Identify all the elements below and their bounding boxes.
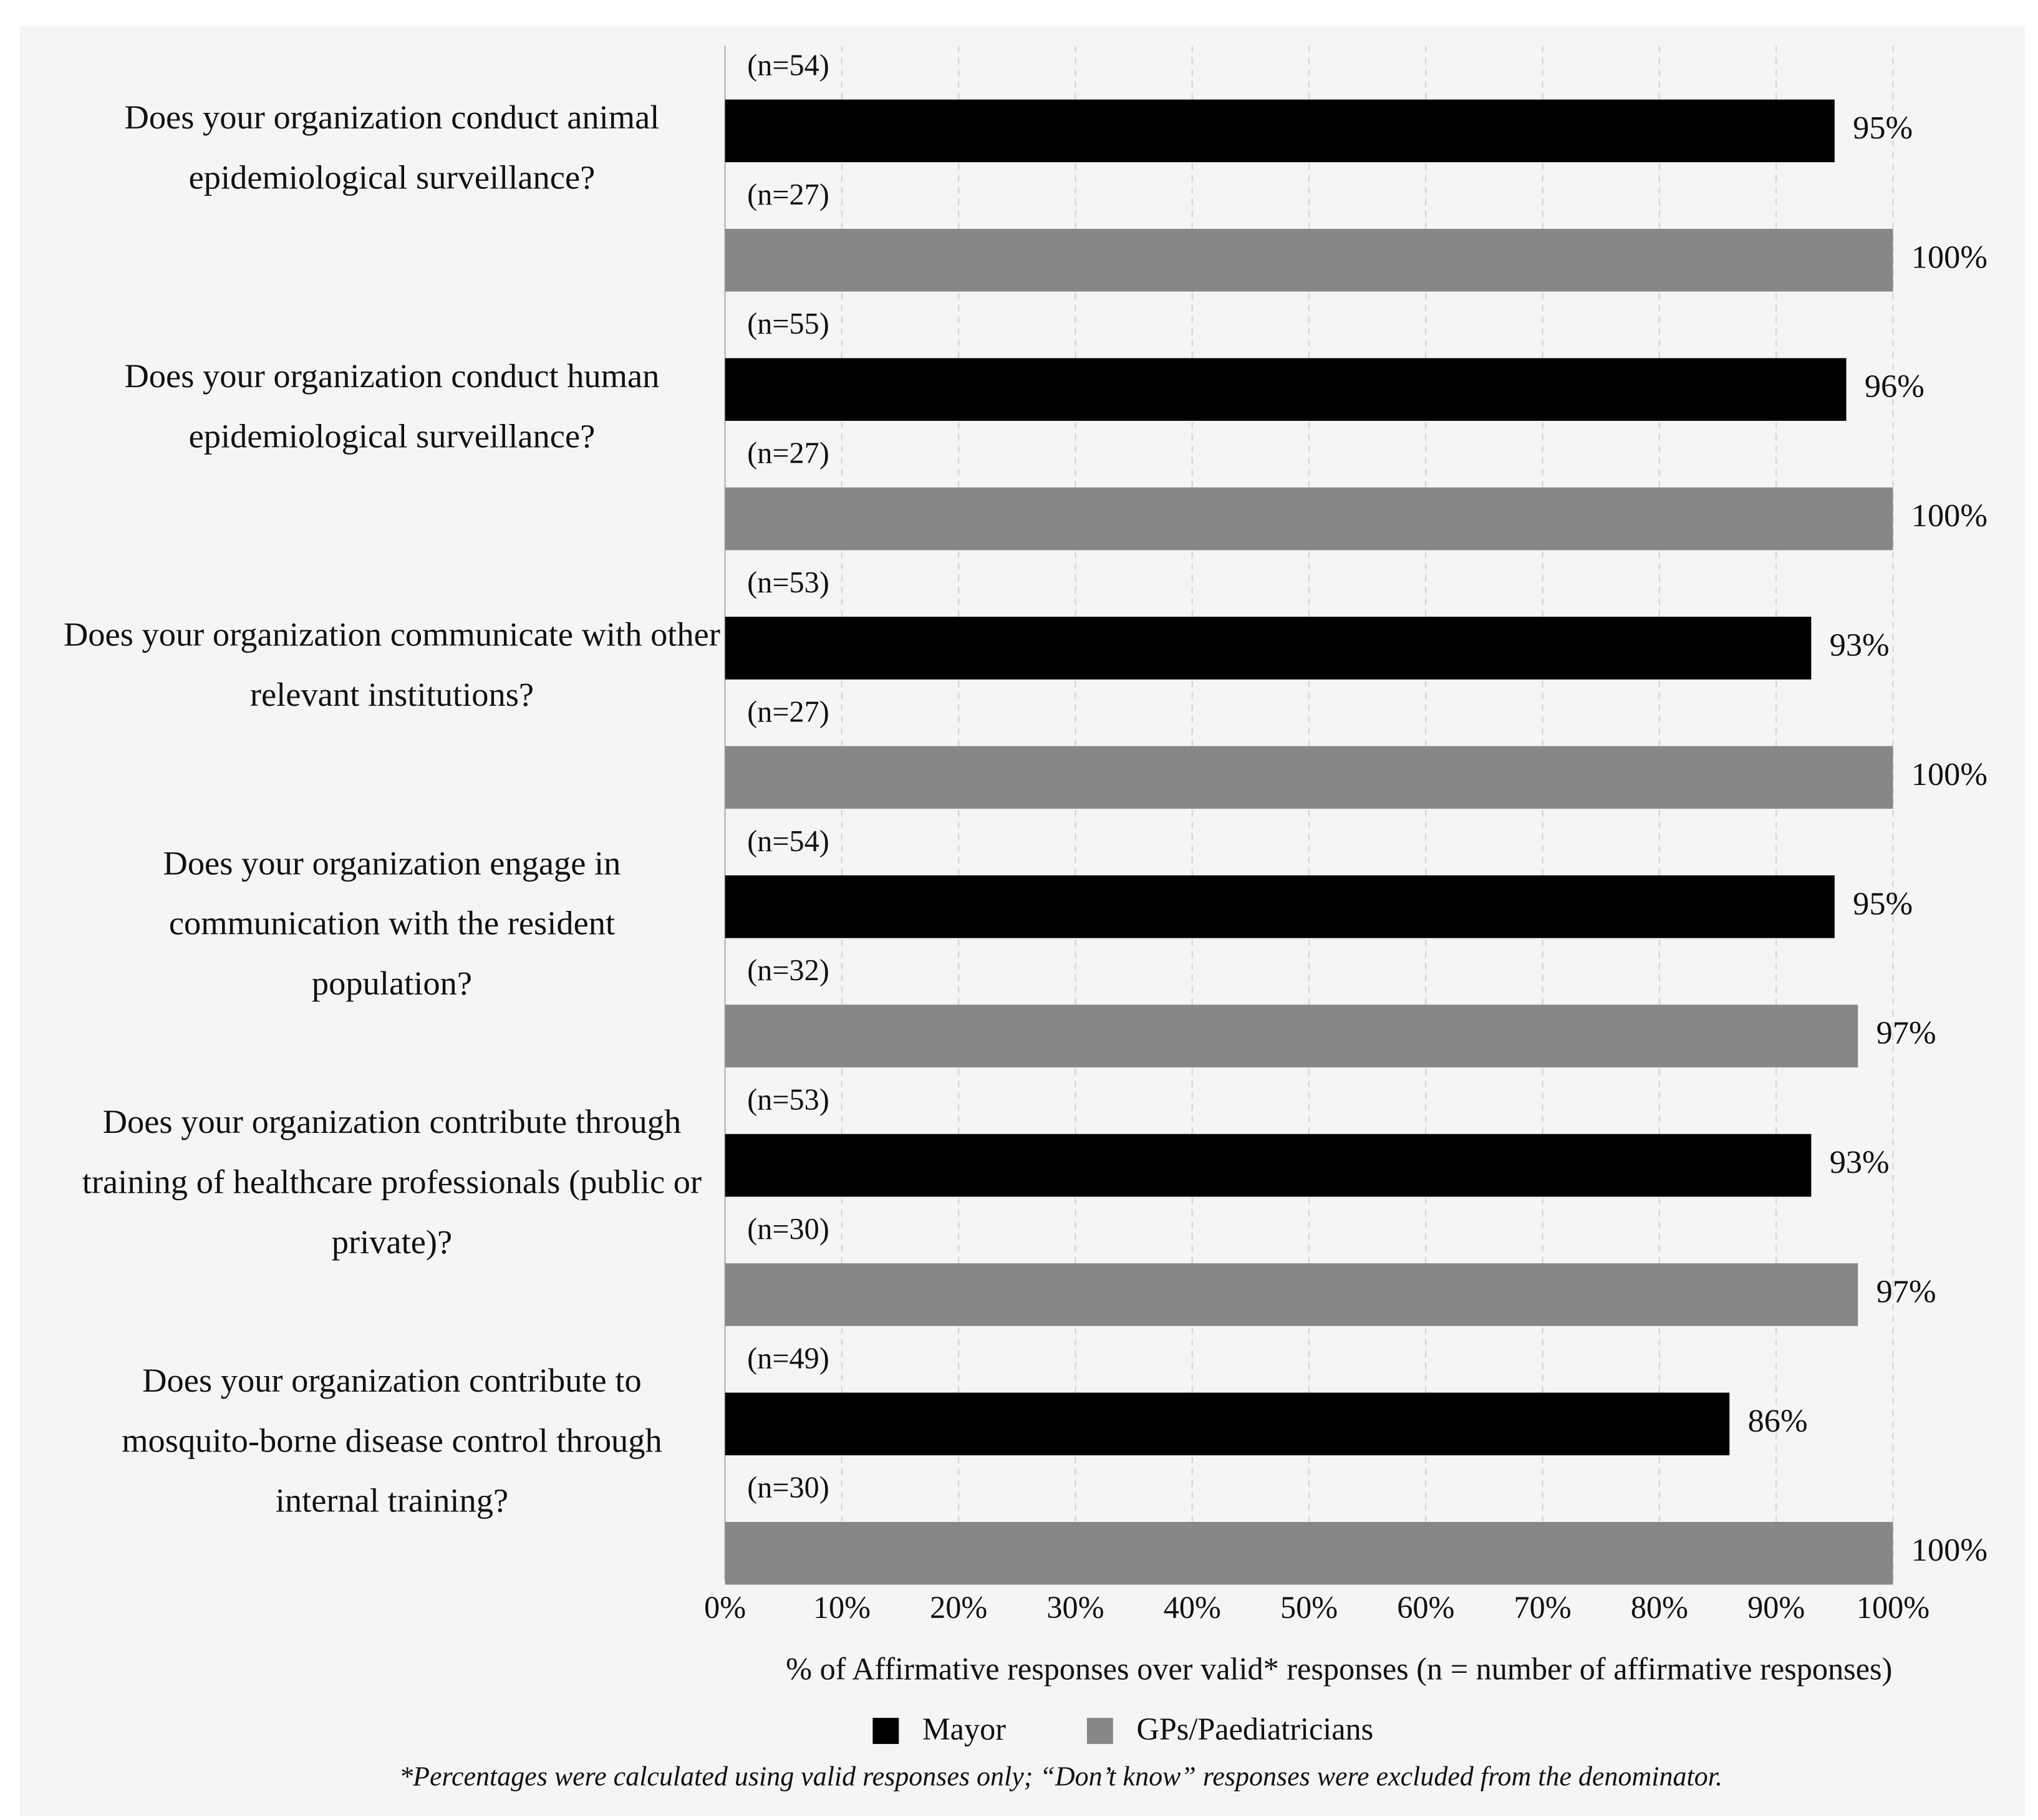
n-label: (n=27) [747, 178, 829, 211]
category-line: Does your organization engage in [163, 844, 621, 882]
n-label: (n=27) [747, 695, 829, 728]
value-label: 97% [1876, 1015, 1936, 1051]
category-line: training of healthcare professionals (pu… [82, 1162, 702, 1200]
x-tick-label: 20% [930, 1590, 987, 1625]
value-label: 100% [1911, 1532, 1987, 1568]
category-label: Does your organization engage in communic… [163, 844, 621, 1002]
bar [725, 229, 1893, 292]
value-label: 97% [1876, 1273, 1936, 1309]
value-label: 100% [1911, 756, 1987, 792]
n-label: (n=49) [747, 1342, 829, 1375]
category-line: internal training? [276, 1481, 508, 1519]
x-tick-label: 40% [1164, 1590, 1221, 1625]
bar [725, 358, 1847, 421]
x-tick-label: 100% [1857, 1590, 1929, 1625]
bar [725, 746, 1893, 809]
bar [725, 617, 1812, 680]
category-label: Does your organization conduct animal epi… [125, 98, 660, 196]
bar [725, 487, 1893, 551]
x-tick-label: 10% [813, 1590, 871, 1625]
category-label: Does your organization contribute throug… [82, 1102, 702, 1261]
bar [725, 99, 1835, 163]
n-label: (n=54) [747, 825, 829, 858]
x-axis-label: % of Affirmative responses over valid* r… [786, 1651, 1892, 1686]
bar [725, 1263, 1858, 1326]
bar [725, 1521, 1893, 1585]
category-line: communication with the resident [169, 903, 615, 941]
category-line: relevant institutions? [250, 675, 534, 713]
n-label: (n=53) [747, 566, 829, 599]
category-line: private)? [332, 1222, 452, 1260]
value-label: 100% [1911, 498, 1987, 534]
n-label: (n=54) [747, 49, 829, 82]
n-label: (n=27) [747, 437, 829, 470]
legend-label: Mayor [922, 1712, 1006, 1746]
category-label: Does your organization contribute to mosq… [122, 1360, 662, 1519]
legend-label: GPs/Paediatricians [1137, 1712, 1374, 1746]
value-label: 95% [1853, 885, 1913, 922]
value-label: 95% [1853, 110, 1913, 146]
n-label: (n=30) [747, 1213, 829, 1246]
category-label: Does your organization communicate with … [64, 615, 720, 713]
x-tick-label: 90% [1747, 1590, 1805, 1625]
category-label: Does your organization conduct human epid… [124, 356, 659, 454]
value-label: 100% [1911, 239, 1987, 275]
x-tick-label: 80% [1631, 1590, 1688, 1625]
category-line: mosquito-borne disease control through [122, 1421, 662, 1459]
value-label: 96% [1865, 368, 1925, 405]
x-tick-label: 30% [1046, 1590, 1104, 1625]
category-line: epidemiological surveillance? [189, 158, 596, 196]
category-line: Does your organization conduct human [124, 356, 659, 394]
category-line: Does your organization contribute throug… [103, 1102, 682, 1140]
category-line: population? [312, 964, 472, 1002]
footnote: *Percentages were calculated using valid… [399, 1761, 1722, 1792]
x-tick-label: 60% [1397, 1590, 1454, 1625]
n-label: (n=55) [747, 307, 829, 340]
x-tick-label: 0% [704, 1590, 746, 1625]
bar [725, 875, 1835, 938]
n-label: (n=30) [747, 1471, 829, 1505]
category-line: Does your organization communicate with … [64, 615, 720, 653]
bar [725, 1004, 1858, 1067]
legend-swatch [872, 1718, 899, 1745]
x-tick-label: 70% [1514, 1590, 1572, 1625]
value-label: 93% [1830, 1144, 1890, 1180]
category-line: Does your organization contribute to [142, 1360, 641, 1399]
x-tick-label: 50% [1280, 1590, 1338, 1625]
n-label: (n=53) [747, 1084, 829, 1117]
bar [725, 1392, 1730, 1456]
bar [725, 1134, 1812, 1197]
n-label: (n=32) [747, 954, 829, 987]
legend-swatch [1086, 1718, 1113, 1745]
value-label: 93% [1830, 627, 1890, 663]
category-line: Does your organization conduct animal [125, 98, 660, 136]
category-line: epidemiological surveillance? [189, 416, 596, 455]
value-label: 86% [1748, 1403, 1808, 1439]
